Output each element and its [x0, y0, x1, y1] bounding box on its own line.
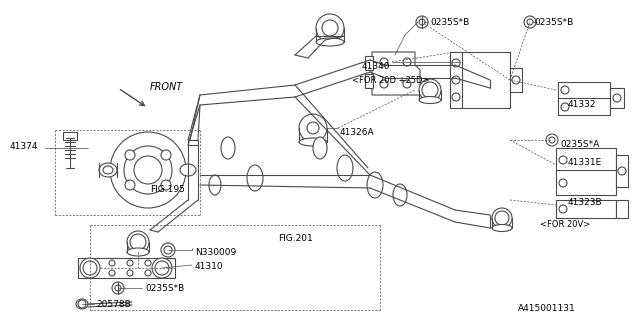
Circle shape: [110, 132, 186, 208]
Circle shape: [561, 86, 569, 94]
Circle shape: [127, 270, 133, 276]
Bar: [365, 74, 373, 88]
Circle shape: [618, 167, 626, 175]
Ellipse shape: [221, 137, 235, 159]
Text: 41331E: 41331E: [568, 158, 602, 167]
Ellipse shape: [247, 165, 263, 191]
Circle shape: [452, 93, 460, 101]
Bar: [616, 200, 628, 218]
Ellipse shape: [393, 184, 407, 206]
Polygon shape: [558, 82, 610, 115]
Ellipse shape: [299, 138, 327, 146]
Text: FIG.201: FIG.201: [278, 234, 313, 243]
Bar: [510, 68, 522, 92]
Circle shape: [613, 94, 621, 102]
Bar: [616, 155, 628, 187]
Text: <FOR 20V>: <FOR 20V>: [540, 220, 590, 229]
Polygon shape: [372, 52, 420, 95]
Circle shape: [512, 76, 520, 84]
Circle shape: [524, 16, 536, 28]
Ellipse shape: [127, 248, 149, 256]
Ellipse shape: [419, 97, 441, 103]
Polygon shape: [556, 200, 616, 218]
Circle shape: [416, 16, 428, 28]
Circle shape: [546, 134, 558, 146]
Circle shape: [559, 205, 567, 213]
Text: 41340: 41340: [362, 62, 390, 71]
Circle shape: [316, 14, 344, 42]
Ellipse shape: [419, 79, 441, 101]
Ellipse shape: [76, 299, 88, 309]
Circle shape: [145, 270, 151, 276]
Circle shape: [127, 260, 133, 266]
Text: N330009: N330009: [195, 248, 236, 257]
Text: 0235S*B: 0235S*B: [145, 284, 184, 293]
Ellipse shape: [80, 258, 100, 278]
Circle shape: [109, 270, 115, 276]
Text: FRONT: FRONT: [150, 82, 183, 92]
Circle shape: [125, 180, 135, 190]
Polygon shape: [556, 148, 616, 195]
Ellipse shape: [492, 225, 512, 231]
Circle shape: [559, 156, 567, 164]
Ellipse shape: [316, 38, 344, 46]
Text: 41310: 41310: [195, 262, 223, 271]
Text: 41323B: 41323B: [568, 198, 603, 207]
Circle shape: [161, 180, 171, 190]
Ellipse shape: [337, 155, 353, 181]
Text: 41374: 41374: [10, 142, 38, 151]
Ellipse shape: [313, 137, 327, 159]
Text: 20578B: 20578B: [96, 300, 131, 309]
Bar: [610, 88, 624, 108]
Ellipse shape: [99, 163, 117, 177]
Circle shape: [112, 282, 124, 294]
Circle shape: [125, 150, 135, 160]
Text: 0235S*B: 0235S*B: [430, 18, 469, 27]
Polygon shape: [78, 258, 175, 278]
Circle shape: [161, 150, 171, 160]
Text: 41326A: 41326A: [340, 128, 374, 137]
Circle shape: [299, 114, 327, 142]
Text: 0235S*A: 0235S*A: [560, 140, 599, 149]
Ellipse shape: [209, 175, 221, 195]
Circle shape: [559, 179, 567, 187]
Ellipse shape: [367, 172, 383, 198]
Ellipse shape: [492, 208, 512, 228]
Text: A415001131: A415001131: [518, 304, 576, 313]
Ellipse shape: [152, 258, 172, 278]
Ellipse shape: [180, 164, 196, 176]
Text: FIG.195: FIG.195: [150, 185, 185, 194]
Bar: [63, 132, 77, 140]
Circle shape: [452, 76, 460, 84]
Text: 0235S*B: 0235S*B: [534, 18, 573, 27]
Polygon shape: [450, 52, 510, 108]
Circle shape: [161, 243, 175, 257]
Circle shape: [109, 260, 115, 266]
Circle shape: [145, 260, 151, 266]
Text: <FOR 20D +25D>: <FOR 20D +25D>: [352, 76, 429, 85]
Bar: [365, 56, 373, 70]
Ellipse shape: [127, 231, 149, 253]
Circle shape: [452, 59, 460, 67]
Circle shape: [561, 103, 569, 111]
Text: 41332: 41332: [568, 100, 596, 109]
